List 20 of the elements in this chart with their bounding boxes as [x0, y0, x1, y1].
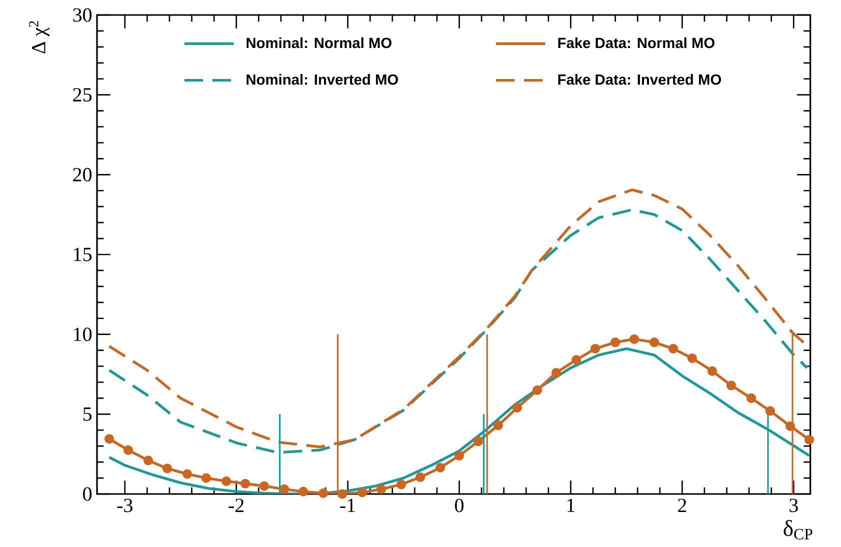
- y-tick-label: 20: [73, 168, 92, 182]
- y-axis-title: Δ χ$^{2}$: [29, 21, 50, 54]
- x-tick-label: -1: [340, 498, 355, 512]
- y-tick-label: 10: [74, 328, 92, 342]
- y-tick-label: 25: [73, 88, 92, 102]
- x-tick-label: -3: [117, 498, 132, 512]
- x-tick-label: 2: [678, 498, 686, 512]
- y-tick-label: 0: [83, 487, 92, 501]
- x-tick-label: 3: [790, 498, 798, 512]
- y-tick-label: 5: [83, 408, 92, 421]
- legend-label: Nominal: Normal MO: [246, 37, 392, 48]
- x-tick-label: 0: [455, 498, 464, 512]
- y-tick-label: 15: [74, 248, 92, 262]
- legend-label: Nominal: Inverted MO: [246, 74, 398, 85]
- y-tick-label: 30: [73, 8, 92, 22]
- legend-label: Fake Data: Inverted MO: [558, 74, 722, 85]
- x-tick-label: 1: [567, 498, 575, 512]
- x-axis-title: δ$_{CP}$: [784, 520, 812, 540]
- legend-label: Fake Data: Normal MO: [558, 37, 714, 48]
- x-tick-label: -2: [228, 498, 244, 512]
